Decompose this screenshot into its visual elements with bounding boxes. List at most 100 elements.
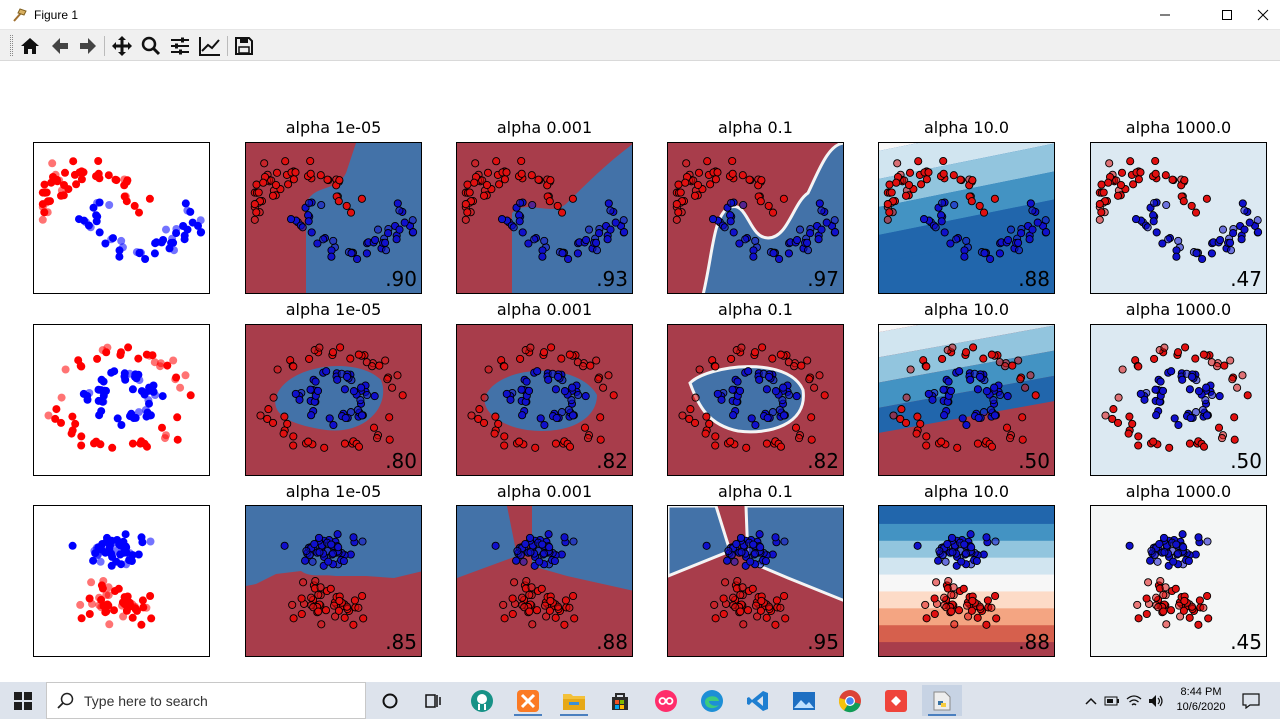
pan-button[interactable] — [109, 33, 135, 59]
decision-boundary-panel: .45 — [1090, 505, 1267, 657]
zoom-button[interactable] — [138, 33, 164, 59]
cortana-button[interactable] — [370, 685, 410, 716]
save-icon — [235, 37, 253, 55]
panel-plot — [457, 325, 632, 475]
decision-boundary-panel: .50 — [1090, 324, 1267, 476]
subplot-title: alpha 0.001 — [496, 300, 593, 319]
decision-boundary-panel: .82 — [456, 324, 633, 476]
forward-icon — [80, 38, 96, 54]
taskbar-app-photos[interactable] — [784, 685, 824, 716]
flickr-icon — [655, 689, 677, 712]
chevron-up-icon — [1085, 697, 1097, 705]
panel-plot — [34, 143, 209, 293]
dataset-scatter-panel — [33, 142, 210, 294]
minimize-icon — [1160, 14, 1170, 16]
subplot-title: alpha 1e-05 — [285, 482, 382, 501]
taskbar-app-python-figure[interactable] — [922, 685, 962, 716]
tray-volume[interactable] — [1146, 682, 1166, 719]
accuracy-score: .85 — [385, 630, 417, 654]
accuracy-score: .50 — [1018, 449, 1050, 473]
toolbar-grip — [10, 35, 13, 56]
panel-plot — [1091, 143, 1266, 293]
configure-subplots-button[interactable] — [167, 33, 193, 59]
toolbar-separator — [104, 36, 105, 56]
tray-wifi[interactable] — [1124, 682, 1144, 719]
panel-plot — [1091, 506, 1266, 656]
navigation-toolbar — [0, 30, 1280, 61]
clock-time: 8:44 PM — [1180, 686, 1222, 698]
edit-axes-button[interactable] — [197, 33, 223, 59]
edge-icon — [701, 689, 723, 712]
accuracy-score: .93 — [596, 267, 628, 291]
save-button[interactable] — [231, 33, 257, 59]
xampp-icon — [517, 689, 539, 712]
home-button[interactable] — [17, 33, 43, 59]
panel-plot — [34, 506, 209, 656]
taskbar-app-anydesk[interactable] — [876, 685, 916, 716]
accuracy-score: .47 — [1230, 267, 1262, 291]
taskbar-app-chrome[interactable] — [830, 685, 870, 716]
matplotlib-app-icon — [13, 8, 27, 22]
home-icon — [21, 38, 39, 54]
maximize-button[interactable] — [1204, 0, 1250, 30]
panel-plot — [34, 325, 209, 475]
minimize-button[interactable] — [1142, 0, 1188, 30]
anydesk-icon — [885, 689, 907, 712]
notifications-button[interactable] — [1238, 682, 1264, 719]
panel-plot — [246, 143, 421, 293]
store-icon — [612, 692, 628, 710]
taskbar-app-vscode[interactable] — [738, 685, 778, 716]
file-explorer-icon — [563, 693, 585, 710]
decision-boundary-panel: .50 — [878, 324, 1055, 476]
volume-icon — [1149, 694, 1163, 707]
gitkraken-icon — [471, 689, 493, 712]
subplot-title: alpha 1000.0 — [1125, 118, 1232, 137]
taskbar-app-gitkraken[interactable] — [462, 685, 502, 716]
accuracy-score: .88 — [1018, 267, 1050, 291]
panel-plot — [457, 143, 632, 293]
windows-logo-icon — [14, 691, 32, 710]
taskbar-search-box[interactable]: Type here to search — [46, 682, 366, 719]
vscode-icon — [747, 690, 768, 711]
search-placeholder: Type here to search — [84, 693, 208, 709]
subplot-title: alpha 0.1 — [718, 482, 793, 501]
panel-plot — [246, 506, 421, 656]
tray-overflow-button[interactable] — [1082, 682, 1100, 719]
subplot-title: alpha 10.0 — [923, 482, 1010, 501]
window-titlebar: Figure 1 — [0, 0, 1280, 30]
back-icon — [52, 38, 68, 54]
taskbar-app-store[interactable] — [600, 685, 640, 716]
chrome-icon — [838, 689, 861, 712]
taskbar-app-flickr[interactable] — [646, 685, 686, 716]
cortana-icon — [382, 693, 398, 708]
notification-icon — [1242, 692, 1260, 709]
window-title: Figure 1 — [34, 8, 79, 22]
decision-boundary-panel: .93 — [456, 142, 633, 294]
subplot-title: alpha 0.001 — [496, 118, 593, 137]
accuracy-score: .82 — [596, 449, 628, 473]
task-view-button[interactable] — [414, 685, 454, 716]
taskbar-app-file-explorer[interactable] — [554, 685, 594, 716]
panel-plot — [668, 506, 843, 656]
tray-battery[interactable] — [1102, 682, 1122, 719]
panel-plot — [457, 506, 632, 656]
decision-boundary-panel: .97 — [667, 142, 844, 294]
panel-plot — [879, 325, 1054, 475]
start-button[interactable] — [0, 682, 46, 719]
figure-canvas[interactable]: alpha 1e-05.90 alpha 0.001.93 alpha 0.1.97… — [6, 62, 1280, 682]
accuracy-score: .45 — [1230, 630, 1262, 654]
decision-boundary-panel: .80 — [245, 324, 422, 476]
python-figure-icon — [933, 691, 951, 710]
taskbar-app-xampp[interactable] — [508, 685, 548, 716]
panel-plot — [668, 325, 843, 475]
battery-icon — [1104, 696, 1119, 705]
maximize-icon — [1222, 10, 1232, 20]
close-button[interactable] — [1246, 0, 1280, 30]
taskbar-clock[interactable]: 8:44 PM 10/6/2020 — [1165, 685, 1237, 715]
back-button[interactable] — [47, 33, 73, 59]
decision-boundary-panel: .88 — [456, 505, 633, 657]
toolbar-separator — [227, 36, 228, 56]
decision-boundary-panel: .90 — [245, 142, 422, 294]
taskbar-app-edge[interactable] — [692, 685, 732, 716]
forward-button[interactable] — [75, 33, 101, 59]
